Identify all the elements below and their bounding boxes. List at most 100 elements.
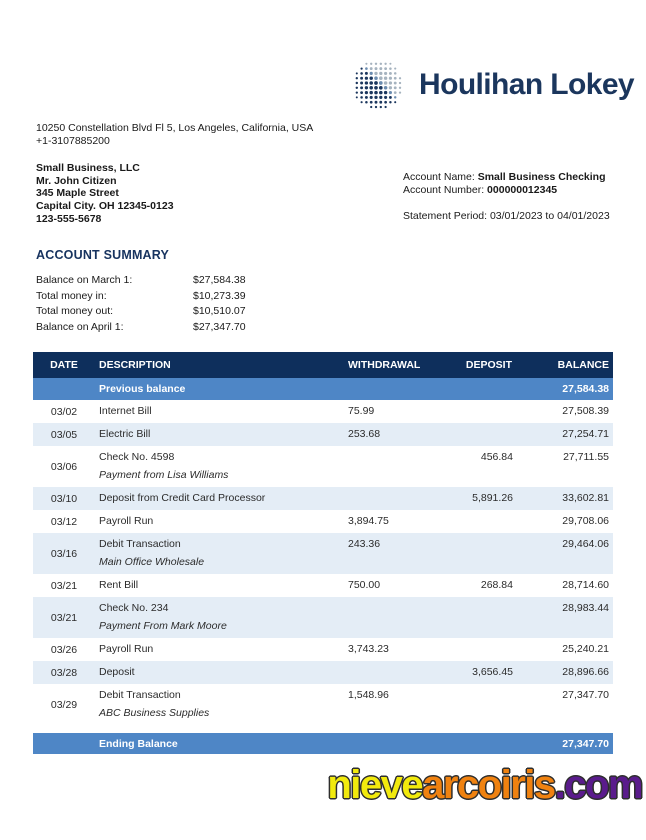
cell-desc-sub: ABC Business Supplies <box>99 707 210 719</box>
table-row: 03/02 Internet Bill 75.99 27,508.39 <box>33 400 613 423</box>
cell-date: 03/10 <box>50 492 78 505</box>
cell-deposit: 5,891.26 <box>472 492 513 504</box>
cell-date: 03/02 <box>50 405 78 418</box>
cell-desc-main: Debit Transaction <box>99 538 181 550</box>
cell-date: 03/06 <box>50 460 78 473</box>
cell-desc: Deposit <box>95 666 345 679</box>
account-summary-table: Balance on March 1: $27,584.38 Total mone… <box>36 273 246 335</box>
previous-balance-row: Previous balance 27,584.38 <box>33 378 613 400</box>
cell-desc-sub: Main Office Wholesale <box>99 556 205 568</box>
cell-desc: Rent Bill <box>95 579 345 592</box>
cell-balance: 28,896.66 <box>562 666 609 678</box>
cell-date: 03/05 <box>50 428 78 441</box>
cell-desc: Deposit from Credit Card Processor <box>95 492 345 505</box>
header-balance: BALANCE <box>557 359 609 371</box>
sender-block: 10250 Constellation Blvd Fl 5, Los Angel… <box>36 122 313 148</box>
ending-balance-row: Ending Balance 27,347.70 <box>33 733 613 754</box>
cell-desc-sub: Payment From Mark Moore <box>99 620 227 632</box>
recipient-line: Mr. John Citizen <box>36 174 117 187</box>
table-row: 03/26 Payroll Run 3,743.23 25,240.21 <box>33 638 613 661</box>
summary-value: $27,584.38 <box>193 274 246 286</box>
transaction-table: DATE DESCRIPTION WITHDRAWAL DEPOSIT BALA… <box>33 352 613 754</box>
table-row: 03/28 Deposit 3,656.45 28,896.66 <box>33 661 613 684</box>
cell-balance: 27,508.39 <box>562 405 609 417</box>
watermark: nievearcoiris.com <box>327 763 644 807</box>
cell-desc-main: Debit Transaction <box>99 689 181 701</box>
header-deposit: DEPOSIT <box>465 359 512 371</box>
cell-date: 03/12 <box>50 515 78 528</box>
account-name-label: Account Name: <box>403 171 478 183</box>
header-description: DESCRIPTION <box>99 359 171 371</box>
sender-address: 10250 Constellation Blvd Fl 5, Los Angel… <box>36 122 314 134</box>
cell-date: 03/26 <box>50 643 78 656</box>
previous-balance-value: 27,584.38 <box>562 383 609 395</box>
account-info-block: Account Name: Small Business Checking Ac… <box>403 171 610 223</box>
watermark-segment: nieve <box>327 763 423 807</box>
statement-period: Statement Period: 03/01/2023 to 04/01/20… <box>403 210 610 222</box>
account-summary-title: ACCOUNT SUMMARY <box>36 248 170 262</box>
summary-row: Balance on March 1: $27,584.38 <box>36 273 246 289</box>
cell-balance: 33,602.81 <box>562 492 609 504</box>
cell-balance: 27,347.70 <box>562 689 609 701</box>
cell-withdrawal: 243.36 <box>348 538 381 550</box>
table-row: 03/21 Rent Bill 750.00 268.84 28,714.60 <box>33 574 613 597</box>
summary-row: Total money out: $10,510.07 <box>36 304 246 320</box>
transaction-rows: 03/02 Internet Bill 75.99 27,508.39 03/0… <box>33 400 613 725</box>
cell-balance: 27,254.71 <box>562 428 609 440</box>
table-row: 03/05 Electric Bill 253.68 27,254.71 <box>33 423 613 446</box>
table-header-row: DATE DESCRIPTION WITHDRAWAL DEPOSIT BALA… <box>33 352 613 378</box>
cell-desc: Payroll Run <box>95 515 345 528</box>
summary-value: $27,347.70 <box>193 320 246 333</box>
cell-deposit: 456.84 <box>480 451 513 463</box>
cell-desc-main: Payroll Run <box>99 643 154 655</box>
cell-desc-main: Check No. 4598 <box>99 451 175 463</box>
previous-balance-label: Previous balance <box>99 383 186 395</box>
recipient-line: 123-555-5678 <box>36 212 102 225</box>
logo: Houlihan Lokey <box>349 56 635 114</box>
sender-phone: +1-3107885200 <box>36 135 110 147</box>
summary-label: Balance on April 1: <box>36 320 124 333</box>
cell-withdrawal: 3,743.23 <box>348 643 389 655</box>
table-row: 03/10 Deposit from Credit Card Processor… <box>33 487 613 510</box>
cell-desc-sub: Payment from Lisa Williams <box>99 469 229 481</box>
cell-desc: Electric Bill <box>95 428 345 441</box>
cell-desc: Check No. 4598 Payment from Lisa William… <box>95 451 345 482</box>
watermark-segment: .com <box>554 763 644 807</box>
cell-balance: 28,983.44 <box>562 602 609 614</box>
cell-withdrawal: 3,894.75 <box>348 515 389 527</box>
summary-row: Total money in: $10,273.39 <box>36 289 246 305</box>
account-name-row: Account Name: Small Business Checking <box>403 171 610 184</box>
header-date: DATE <box>50 359 78 371</box>
cell-desc-main: Check No. 234 <box>99 602 169 614</box>
cell-date: 03/16 <box>50 547 78 560</box>
summary-value: $10,510.07 <box>193 305 246 318</box>
ending-balance-value: 27,347.70 <box>562 737 609 750</box>
recipient-line: 345 Maple Street <box>36 187 119 200</box>
cell-withdrawal: 253.68 <box>348 428 381 440</box>
cell-date: 03/21 <box>50 611 78 624</box>
cell-desc-main: Rent Bill <box>99 579 139 591</box>
summary-label: Balance on March 1: <box>36 274 133 286</box>
account-number-value: 000000012345 <box>487 184 558 196</box>
cell-desc: Payroll Run <box>95 643 345 656</box>
cell-balance: 25,240.21 <box>562 643 609 655</box>
cell-deposit: 268.84 <box>480 579 513 591</box>
cell-desc-main: Deposit <box>99 666 135 678</box>
cell-withdrawal: 75.99 <box>348 405 375 417</box>
summary-value: $10,273.39 <box>193 289 246 302</box>
table-row: 03/06 Check No. 4598 Payment from Lisa W… <box>33 446 613 487</box>
recipient-line: Capital City. OH 12345-0123 <box>36 200 174 213</box>
table-row: 03/29 Debit Transaction ABC Business Sup… <box>33 684 613 725</box>
recipient-line: Small Business, LLC <box>36 162 140 174</box>
table-gap <box>33 725 613 733</box>
summary-label: Total money out: <box>36 305 114 318</box>
brand-wordmark: Houlihan Lokey <box>419 68 635 101</box>
cell-desc-main: Electric Bill <box>99 428 151 440</box>
cell-date: 03/21 <box>50 579 78 592</box>
cell-desc-main: Payroll Run <box>99 515 154 527</box>
recipient-block: Small Business, LLC Mr. John Citizen 345… <box>36 162 174 226</box>
cell-date: 03/28 <box>50 666 78 679</box>
table-row: 03/16 Debit Transaction Main Office Whol… <box>33 533 613 574</box>
cell-balance: 29,464.06 <box>562 538 609 550</box>
